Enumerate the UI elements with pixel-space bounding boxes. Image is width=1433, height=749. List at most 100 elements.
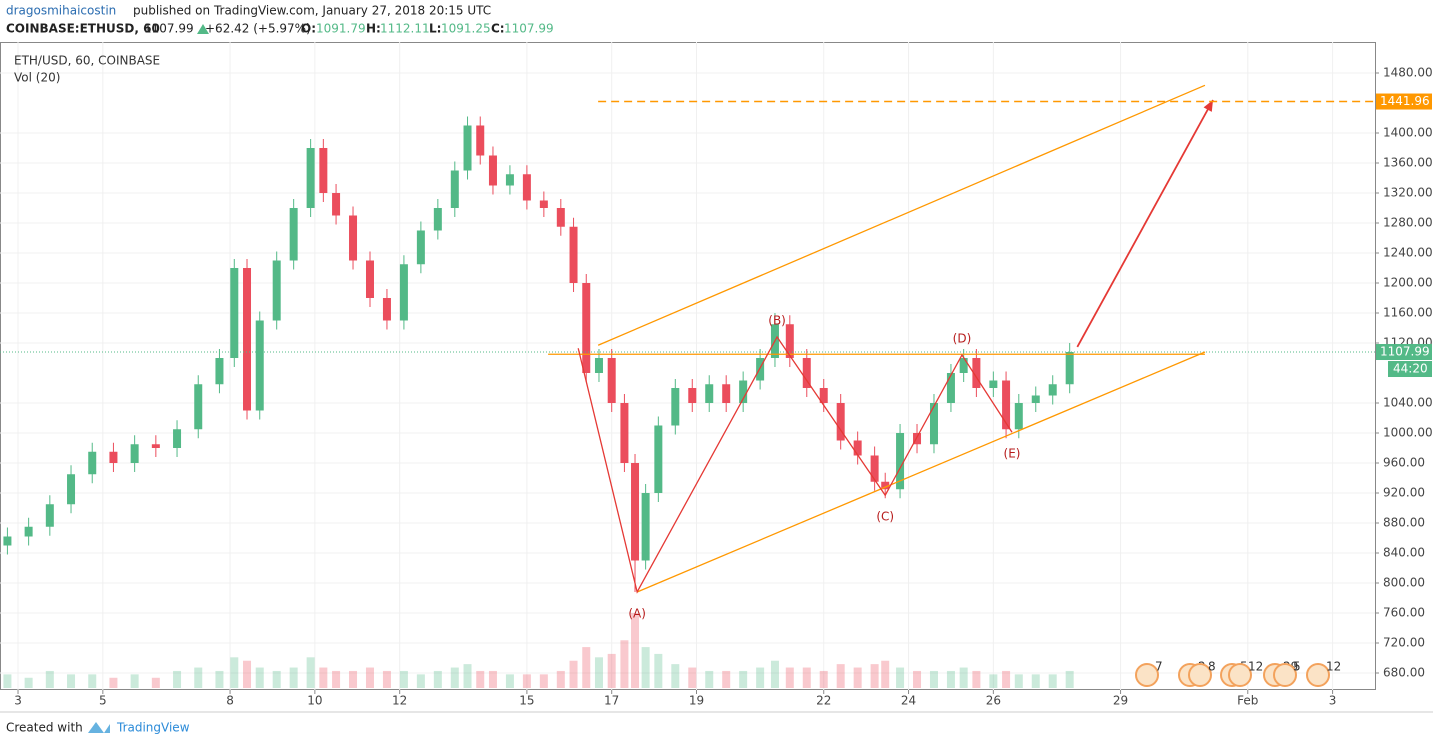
volume-bar (556, 670, 565, 688)
volume-bar (989, 674, 998, 688)
candle-body (929, 402, 938, 445)
volume-bar (433, 670, 442, 688)
x-tick-label: 3 (1329, 694, 1337, 708)
candle-body (654, 425, 663, 493)
volume-bar (151, 677, 160, 688)
event-icon (1273, 663, 1297, 687)
y-tick-label: 1320.00 (1383, 185, 1433, 199)
x-tick-label: 8 (226, 694, 234, 708)
channel-upper (597, 84, 1206, 346)
candle-body (1048, 384, 1057, 396)
wave-label: (B) (768, 313, 786, 327)
volume-bar (24, 677, 33, 688)
event-icon (1306, 663, 1330, 687)
y-tick-label: 840.00 (1383, 545, 1425, 559)
candle-body (306, 147, 315, 208)
tv-logo (88, 722, 110, 733)
target-tag-label: 1441.96 (1380, 94, 1430, 108)
candle-body (230, 267, 239, 358)
y-tick-label: 800.00 (1383, 575, 1425, 589)
candle-body (349, 215, 358, 261)
candle-body (450, 170, 459, 208)
brand[interactable]: TradingView (116, 721, 190, 735)
volume-bar (785, 667, 794, 688)
y-tick-label: 880.00 (1383, 515, 1425, 529)
candle-body (505, 174, 514, 186)
candle-body (45, 504, 54, 527)
candle-body (243, 267, 252, 411)
x-tick-label: 5 (99, 694, 107, 708)
volume-bar (641, 647, 650, 688)
low: 1091.25 (441, 22, 491, 36)
y-tick-label: 1200.00 (1383, 275, 1433, 289)
close-label: C: (491, 22, 505, 36)
wave-label: (E) (1004, 447, 1021, 461)
event-icon (1228, 663, 1252, 687)
candle-body (67, 474, 76, 505)
event-icon (1135, 663, 1159, 687)
volume-bar (1048, 674, 1057, 688)
volume-bar (913, 670, 922, 688)
volume-bar (332, 670, 341, 688)
author[interactable]: dragosmihaicostin (6, 4, 116, 18)
candle-body (382, 297, 391, 321)
candle-body (881, 481, 890, 490)
up-arrow (197, 24, 209, 34)
volume-bar (45, 670, 54, 688)
y-tick-label: 720.00 (1383, 635, 1425, 649)
volume-bar (896, 667, 905, 688)
candle-body (722, 384, 731, 403)
volume-bar (243, 660, 252, 688)
candle-body (463, 125, 472, 171)
candle-body (332, 192, 341, 216)
volume-bar (705, 670, 714, 688)
x-tick-label: 22 (816, 694, 831, 708)
candle-body (671, 387, 680, 426)
candle-body (556, 207, 565, 227)
volume-bar (416, 674, 425, 688)
event-count: 8 (1208, 660, 1216, 674)
candle-body (896, 432, 905, 490)
y-tick-label: 1360.00 (1383, 155, 1433, 169)
x-tick-label: 15 (519, 694, 534, 708)
volume-bar (688, 667, 697, 688)
last: 1107.99 (144, 22, 194, 36)
candle-body (3, 536, 12, 546)
candle-body (688, 387, 697, 403)
wave-label: (D) (953, 331, 972, 345)
candle-body (24, 526, 33, 537)
y-tick-label: 1400.00 (1383, 125, 1433, 139)
candle-body (836, 402, 845, 441)
volume-bar (836, 664, 845, 688)
event-count: 7 (1155, 660, 1163, 674)
candle-body (1014, 402, 1023, 430)
candle-body (151, 444, 160, 448)
candle-body (594, 357, 603, 373)
candle-body (215, 357, 224, 385)
volume-bar (929, 670, 938, 688)
volume-bar (853, 667, 862, 688)
candle-body (416, 230, 425, 265)
x-tick-label: 26 (986, 694, 1001, 708)
volume-bar (802, 667, 811, 688)
volume-bar (130, 674, 139, 688)
candle-body (365, 260, 374, 298)
candle-body (641, 492, 650, 561)
y-tick-label: 1000.00 (1383, 425, 1433, 439)
price-tag-label: 1107.99 (1380, 345, 1430, 359)
x-tick-label: 29 (1113, 694, 1128, 708)
candle-body (1002, 380, 1011, 430)
volume-bar (255, 667, 264, 688)
volume-bar (722, 670, 731, 688)
volume-bar (3, 674, 12, 688)
candle-body (109, 451, 118, 463)
volume-bar (620, 640, 629, 688)
volume-bar (819, 670, 828, 688)
x-tick-label: 17 (604, 694, 619, 708)
candle-body (255, 320, 264, 411)
y-tick-label: 680.00 (1383, 665, 1425, 679)
volume-bar (569, 660, 578, 688)
x-tick-label: 10 (307, 694, 322, 708)
candle-body (739, 380, 748, 403)
